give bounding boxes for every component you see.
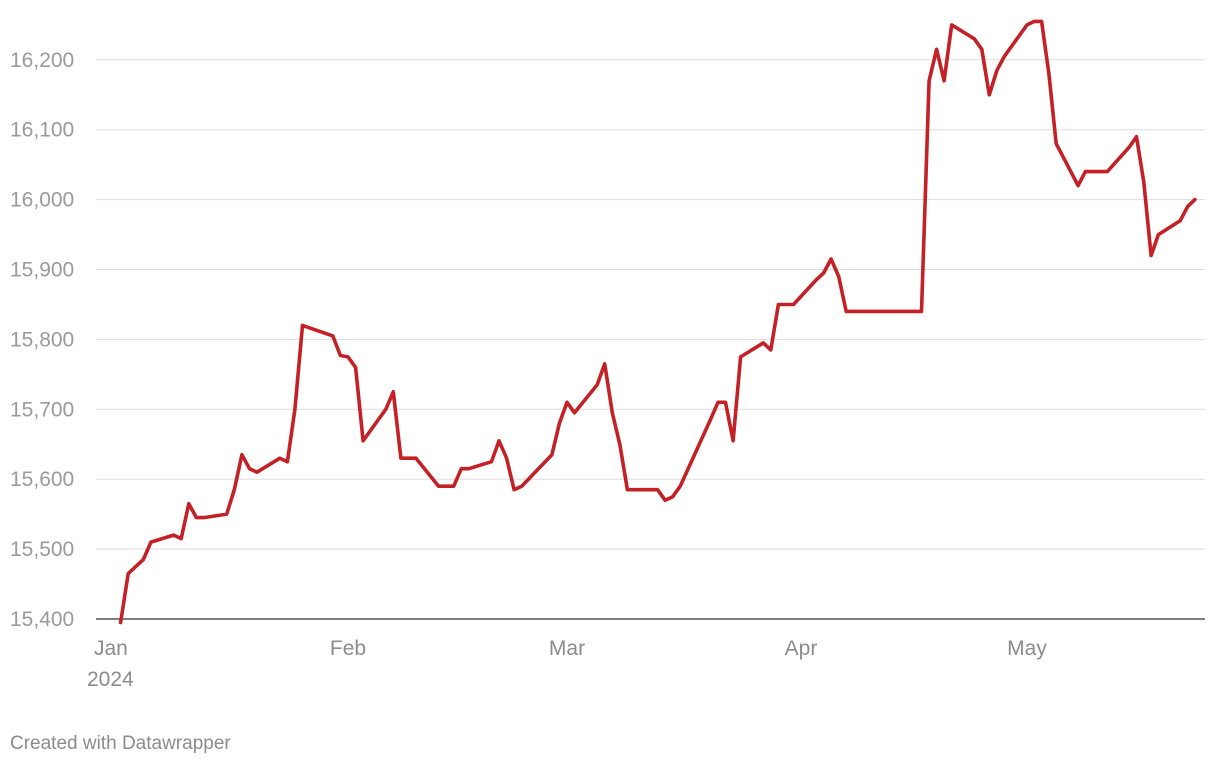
line-chart: 15,400 15,500 15,600 15,700 15,800 15,900 16,0… xyxy=(10,19,1205,691)
x-axis: Jan 2024 Feb Mar Apr May xyxy=(87,637,1047,691)
y-tick-label: 16,100 xyxy=(10,119,74,142)
x-tick-label: Feb xyxy=(330,637,366,660)
y-tick-label: 15,900 xyxy=(10,259,74,282)
y-tick-label: 15,600 xyxy=(10,468,74,491)
series-layer xyxy=(118,19,1197,625)
y-tick-label: 16,200 xyxy=(10,49,74,72)
chart-credit: Created with Datawrapper xyxy=(10,733,231,754)
x-tick-label: May xyxy=(1007,637,1047,660)
y-tick-label: 15,700 xyxy=(10,398,74,421)
x-tick-label: Apr xyxy=(785,637,818,660)
x-tick-label: Mar xyxy=(549,637,585,660)
y-tick-label: 15,400 xyxy=(10,608,74,631)
series-line xyxy=(118,19,1197,625)
x-tick-label: Jan xyxy=(94,637,128,660)
y-tick-label: 15,800 xyxy=(10,328,74,351)
x-tick-year-label: 2024 xyxy=(87,668,134,691)
grid-lines xyxy=(96,59,1205,620)
y-axis: 15,400 15,500 15,600 15,700 15,800 15,900 16,0… xyxy=(10,49,74,631)
y-tick-label: 16,000 xyxy=(10,189,74,212)
y-tick-label: 15,500 xyxy=(10,538,74,561)
